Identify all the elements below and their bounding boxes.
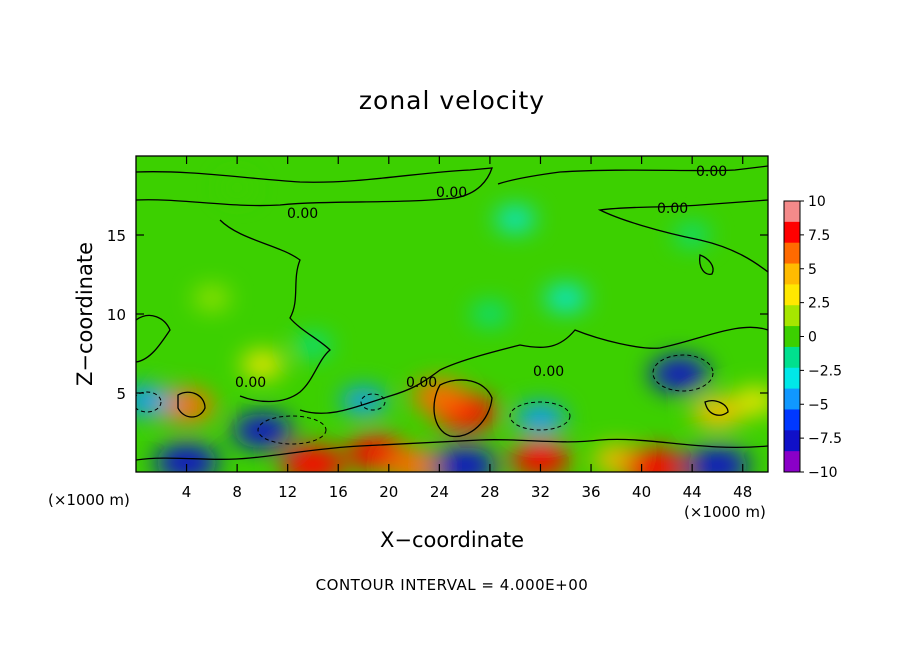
zero-contour-upper-right bbox=[597, 199, 768, 273]
x-tick-label: 44 bbox=[683, 483, 702, 501]
colorbar-segment bbox=[784, 201, 800, 223]
x-tick-label: 24 bbox=[430, 483, 449, 501]
anomaly-mark bbox=[194, 287, 230, 310]
zero-contour-top-right bbox=[497, 165, 768, 185]
contour-label: 0.00 bbox=[533, 364, 564, 380]
y-tick-label: 10 bbox=[107, 306, 126, 324]
anomaly-mark bbox=[386, 449, 442, 472]
colorbar-segment bbox=[784, 242, 800, 265]
colorbar-segment bbox=[784, 221, 800, 244]
x-tick-label: 36 bbox=[581, 483, 600, 501]
colorbar: 10 7.5 5 2.5 0 −2.5 −5 −7.5 −10 bbox=[783, 194, 842, 481]
anomaly-mark bbox=[340, 387, 387, 415]
velocity-field bbox=[136, 156, 768, 472]
anomaly-mark bbox=[622, 448, 686, 472]
x-tick-label: 4 bbox=[182, 483, 192, 501]
anomaly-mark bbox=[545, 285, 587, 311]
zero-contour-loop-4 bbox=[704, 400, 729, 416]
negative-contour bbox=[652, 354, 714, 392]
zero-contour-loop-1 bbox=[177, 391, 206, 418]
chart-title: zonal velocity bbox=[358, 86, 546, 115]
anomaly-mark bbox=[233, 413, 292, 449]
zero-contour-left bbox=[136, 314, 171, 363]
colorbar-tick-label: −10 bbox=[808, 465, 838, 481]
colorbar-tick-label: 0 bbox=[808, 330, 817, 346]
colorbar-tick-label: −7.5 bbox=[808, 431, 842, 447]
colorbar-segment bbox=[784, 263, 800, 285]
x-tick-label: 40 bbox=[632, 483, 651, 501]
contour-interval-note: CONTOUR INTERVAL = 4.000E+00 bbox=[315, 576, 589, 594]
anomaly-mark bbox=[692, 396, 743, 427]
colorbar-tick-label: 2.5 bbox=[808, 296, 830, 312]
contour-label: 0.00 bbox=[235, 375, 266, 391]
anomaly-mark bbox=[281, 445, 345, 472]
x-tick-label: 20 bbox=[379, 483, 398, 501]
anomaly-mark bbox=[674, 224, 710, 246]
field-anomalies bbox=[136, 178, 768, 472]
anomaly-mark bbox=[650, 356, 709, 392]
zero-contour-lower bbox=[299, 326, 768, 414]
anomaly-mark bbox=[294, 334, 332, 357]
anomaly-mark bbox=[511, 441, 570, 472]
negative-contour bbox=[509, 401, 571, 431]
colorbar-tick-label: 7.5 bbox=[808, 228, 830, 244]
negative-contour bbox=[360, 393, 386, 411]
colorbar-tick-label: −5 bbox=[808, 397, 829, 413]
colorbar-segment bbox=[784, 430, 800, 452]
colorbar-segment bbox=[784, 388, 800, 410]
zero-contours bbox=[136, 165, 768, 461]
zero-contour-middle bbox=[219, 219, 331, 403]
anomaly-mark bbox=[412, 379, 467, 413]
zero-contour-loop-3 bbox=[699, 254, 714, 275]
zero-contour-loop-2 bbox=[433, 379, 493, 438]
contour-label: 0.00 bbox=[657, 201, 688, 217]
x-tick-label: 8 bbox=[232, 483, 242, 501]
zero-contour-top bbox=[136, 167, 493, 207]
anomaly-mark bbox=[241, 351, 283, 378]
colorbar-segment bbox=[784, 367, 800, 390]
zero-contour-bottom bbox=[136, 438, 768, 461]
colorbar-segment bbox=[784, 326, 800, 348]
contour-label: 0.00 bbox=[696, 164, 727, 180]
y-axis-label: Z−coordinate bbox=[73, 242, 97, 386]
anomaly-mark bbox=[433, 447, 497, 472]
colorbar-segment bbox=[784, 284, 800, 306]
negative-contour bbox=[257, 415, 327, 445]
anomaly-mark bbox=[136, 385, 172, 416]
anomaly-mark bbox=[685, 447, 750, 472]
x-tick-label: 32 bbox=[531, 483, 550, 501]
x-axis-unit-right: (×1000 m) bbox=[684, 503, 766, 521]
negative-contours bbox=[136, 354, 714, 445]
contour-labels: 0.00 0.00 0.00 0.00 0.00 0.00 0.00 bbox=[235, 164, 727, 391]
x-tick-label: 28 bbox=[480, 483, 499, 501]
x-tick-label: 48 bbox=[733, 483, 752, 501]
x-tick-label: 12 bbox=[278, 483, 297, 501]
anomaly-mark bbox=[222, 178, 253, 198]
colorbar-tick-label: −2.5 bbox=[808, 363, 842, 379]
colorbar-tick-label: 10 bbox=[808, 194, 826, 210]
x-axis: 4 8 12 16 20 24 28 32 36 40 44 48 bbox=[182, 156, 752, 501]
colorbar-segment bbox=[784, 409, 800, 431]
y-tick-label: 15 bbox=[107, 227, 126, 245]
y-tick-label: 5 bbox=[116, 385, 126, 403]
contour-label: 0.00 bbox=[436, 185, 467, 201]
negative-contour bbox=[136, 391, 162, 413]
colorbar-segment bbox=[784, 346, 800, 369]
anomaly-mark bbox=[471, 302, 509, 326]
anomaly-mark bbox=[734, 388, 768, 414]
contour-label: 0.00 bbox=[287, 206, 318, 222]
x-tick-label: 16 bbox=[329, 483, 348, 501]
x-axis-unit-left: (×1000 m) bbox=[48, 491, 130, 509]
colorbar-segment bbox=[784, 451, 800, 473]
colorbar-segment bbox=[784, 305, 800, 327]
anomaly-mark bbox=[515, 403, 566, 434]
x-axis-label: X−coordinate bbox=[380, 528, 524, 552]
colorbar-tick-label: 5 bbox=[808, 262, 817, 278]
y-axis: 5 10 15 bbox=[107, 227, 768, 403]
anomaly-mark bbox=[154, 443, 219, 472]
anomaly-mark bbox=[495, 207, 535, 232]
contour-label: 0.00 bbox=[406, 375, 437, 391]
